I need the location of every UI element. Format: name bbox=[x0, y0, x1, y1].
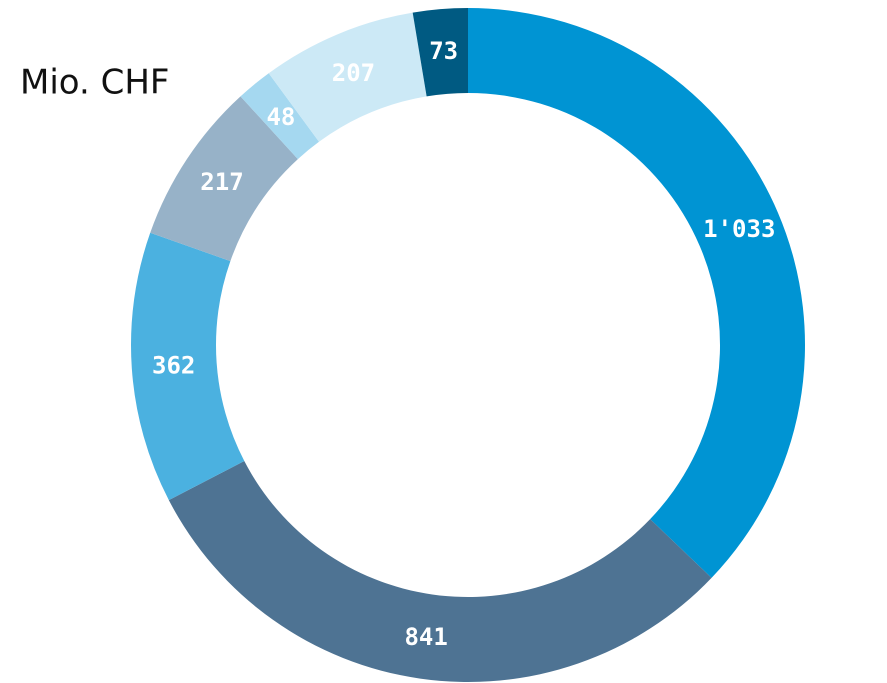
slice bbox=[130, 232, 245, 501]
slice bbox=[150, 96, 298, 262]
value-label: 362 bbox=[152, 351, 195, 379]
slice bbox=[168, 461, 712, 682]
slice bbox=[468, 8, 805, 578]
value-label: 217 bbox=[200, 168, 243, 196]
slice bbox=[268, 12, 427, 142]
slice bbox=[412, 8, 468, 97]
value-label: 207 bbox=[332, 59, 375, 87]
value-label: 841 bbox=[404, 623, 447, 651]
value-label: 48 bbox=[266, 103, 295, 131]
slice bbox=[240, 73, 320, 160]
value-label: 1'033 bbox=[703, 215, 775, 243]
chart-title: Mio. CHF bbox=[20, 63, 169, 103]
value-label: 73 bbox=[429, 37, 458, 65]
